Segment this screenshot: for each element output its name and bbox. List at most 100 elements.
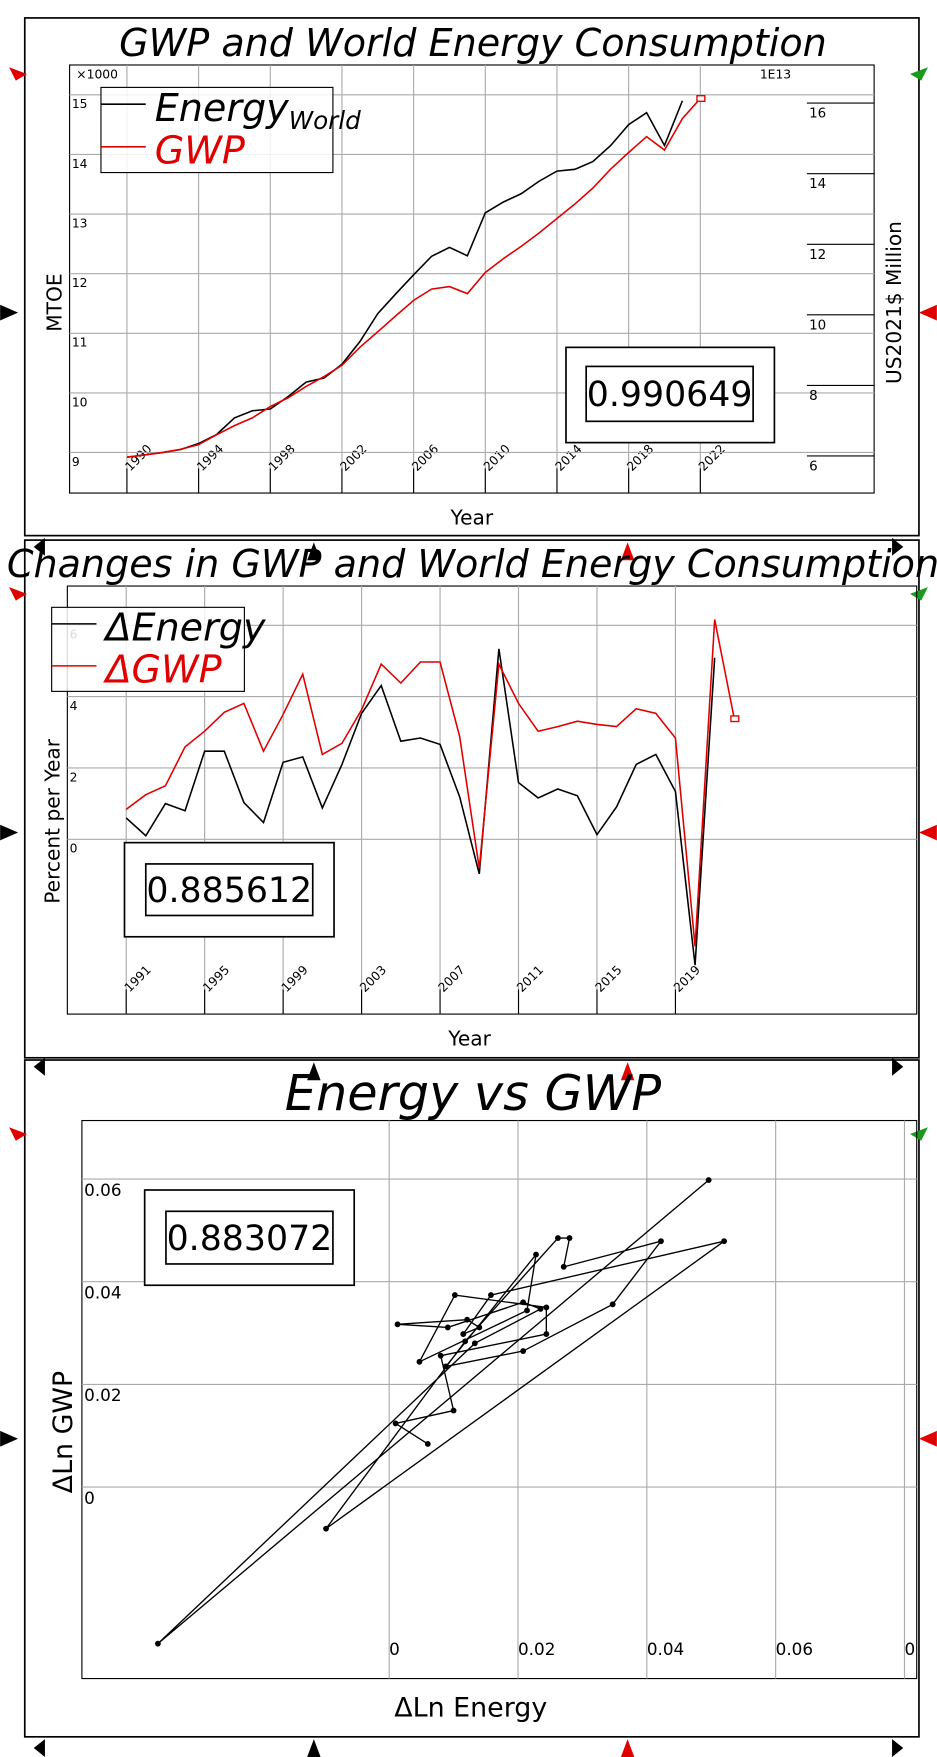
point (442, 1363, 449, 1370)
annotation: 0.885612 (146, 871, 312, 911)
point (155, 1640, 161, 1647)
point (476, 1324, 483, 1331)
end-marker (730, 715, 740, 723)
point (392, 1420, 399, 1427)
legend-name: ΔGWP (102, 648, 221, 692)
y-tick-label: 15 (72, 97, 88, 111)
point (566, 1235, 573, 1242)
point (543, 1304, 550, 1311)
legend-name: ΔEnergy (102, 606, 265, 650)
annotation-box (565, 346, 776, 444)
point (560, 1263, 567, 1270)
x-tick-label: 0.02 (518, 1639, 555, 1659)
chart-title: Energy vs GWP (285, 1064, 662, 1122)
y2-tick-label: 16 (809, 107, 826, 122)
data-line (126, 97, 701, 458)
y-tick-label: 14 (72, 157, 88, 171)
point (437, 1352, 444, 1359)
y-tick-label: 0 (84, 1488, 95, 1508)
point (464, 1316, 471, 1323)
y-tick-label: 10 (72, 395, 88, 409)
y2-axis-label: US2021$ Million (882, 221, 906, 384)
point (488, 1292, 494, 1298)
point (394, 1321, 401, 1328)
annotation-inner (144, 863, 314, 917)
chart: GWP and World Energy Consumption Year MTOE… (43, 21, 906, 529)
point (471, 1340, 478, 1347)
x-axis-label: Year (447, 1026, 491, 1050)
chart-title: GWP and World Energy Consumption (119, 21, 827, 65)
end-marker (696, 95, 706, 102)
panel-frame (23, 539, 920, 1059)
annotation: 0.990649 (587, 375, 753, 415)
y2-tick-label: 10 (809, 318, 826, 333)
plot-area (81, 1119, 918, 1680)
y2-tick-label: 8 (809, 389, 818, 404)
point (537, 1306, 544, 1312)
chart: Changes in GWP and World Energy Consumpt… (7, 542, 937, 1050)
legend-name: GWP (155, 129, 245, 173)
y2-tick-label: 6 (809, 460, 818, 475)
panel-frame (23, 1059, 920, 1738)
edge-arrows (0, 67, 937, 1757)
point (524, 1307, 530, 1314)
y-tick-label: 12 (72, 276, 88, 290)
x-axis-label: ΔLn Energy (394, 1693, 547, 1724)
annotation-box (143, 1189, 356, 1287)
y-tick-label: 9 (72, 455, 80, 469)
point (555, 1235, 561, 1242)
data-line (125, 619, 736, 947)
legend-label: ΔGWP (102, 648, 221, 692)
data-line (125, 648, 716, 966)
point (451, 1292, 458, 1298)
annotation: 0.883072 (167, 1219, 333, 1259)
legend-name: Energy (155, 86, 289, 130)
point (721, 1238, 728, 1245)
point (444, 1324, 451, 1331)
annotation-box (123, 841, 335, 938)
y-axis-label: ΔLn GWP (48, 1371, 79, 1494)
point (424, 1441, 431, 1447)
y-tick-label: 0.04 (84, 1283, 121, 1303)
x-axis-label: Year (450, 505, 494, 529)
panel-frame (23, 17, 920, 537)
x-tick-label: 0 (389, 1639, 400, 1659)
point (658, 1238, 664, 1245)
point (705, 1177, 712, 1183)
point (462, 1338, 469, 1345)
x-tick-label: 0.04 (647, 1639, 684, 1659)
plot-area (66, 585, 918, 1015)
y-tick-label: 0.06 (84, 1180, 121, 1200)
y-axis-label: Percent per Year (41, 738, 65, 904)
y-tick-label: 0.02 (84, 1385, 121, 1405)
y2-tick-label: 12 (809, 248, 826, 263)
legend-box (100, 86, 334, 174)
y-tick-label: 11 (72, 336, 88, 350)
y2-tick-label: 14 (809, 177, 826, 192)
x-tick-label: 0.08 (904, 1639, 937, 1659)
y-tick-label: 13 (72, 216, 88, 230)
point (609, 1301, 616, 1308)
legend-label: ΔEnergy (102, 606, 265, 650)
y-tick-label: 4 (70, 699, 78, 713)
point (450, 1407, 457, 1414)
data-line (126, 100, 684, 459)
point (520, 1299, 527, 1306)
y-multiplier: ×1000 (76, 67, 118, 81)
point (416, 1358, 423, 1365)
point (543, 1331, 550, 1338)
legend-label: EnergyWorld (155, 86, 361, 135)
point (533, 1251, 539, 1258)
point (520, 1348, 527, 1354)
y-tick-label: 0 (70, 842, 78, 856)
y-axis-label: MTOE (43, 273, 67, 331)
y-tick-label: 2 (70, 770, 78, 784)
point (323, 1525, 329, 1532)
legend-box (51, 606, 245, 692)
legend-label: GWP (155, 129, 245, 173)
point (460, 1331, 467, 1338)
x-ticks: 0 0.02 0.04 0.06 0.08 (389, 1639, 937, 1659)
annotation-inner (585, 365, 754, 423)
legend-subscript: World (289, 106, 361, 135)
